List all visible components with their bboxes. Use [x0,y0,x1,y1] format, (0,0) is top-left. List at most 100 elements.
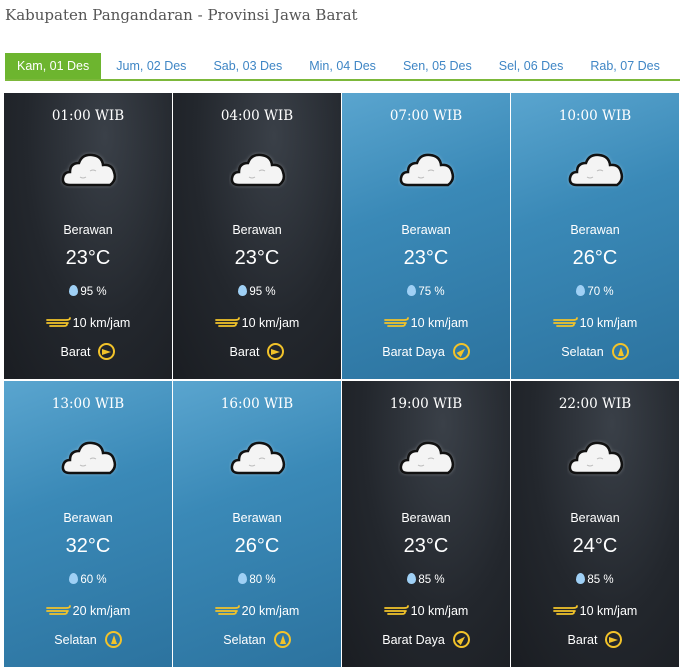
humidity-drop-icon [69,285,79,296]
wind-speed: 10 km/jam [342,604,510,618]
weather-condition: Berawan [570,511,620,525]
wind-icon [552,316,579,327]
humidity: 85 % [342,573,510,586]
wind-speed: 10 km/jam [342,316,510,330]
wind-speed-value: 10 km/jam [410,316,469,330]
compass-arrow-icon [267,343,285,360]
humidity: 75 % [342,285,510,298]
weather-condition: Berawan [570,223,620,237]
day-tabs: Kam, 01 Des Jum, 02 Des Sab, 03 Des Min, 04… [5,53,680,81]
compass-arrow-icon [611,343,629,360]
wind-speed: 10 km/jam [173,316,341,330]
tab-day-3[interactable]: Sab, 03 Des [213,59,283,73]
wind-direction-label: Barat Daya [382,345,445,359]
wind-speed-value: 20 km/jam [241,604,300,618]
wind-speed-value: 10 km/jam [410,604,469,618]
cloud-icon [567,439,625,479]
wind-speed: 10 km/jam [511,604,679,618]
forecast-time: 16:00 WIB [220,396,294,412]
wind-direction: Barat [4,343,172,360]
humidity-value: 60 % [80,574,107,586]
humidity-drop-icon [238,573,248,584]
wind-icon [214,316,241,327]
wind-direction-label: Barat [567,633,598,647]
tab-day-7[interactable]: Rab, 07 Des [590,59,660,73]
tab-day-4[interactable]: Min, 04 Des [309,59,376,73]
wind-direction: Selatan [173,631,341,648]
humidity-value: 75 % [418,286,445,298]
forecast-card: 01:00 WIB Berawan 23°C 95 % 10 km/jam Ba… [4,93,172,379]
wind-speed: 20 km/jam [173,604,341,618]
compass-arrow-icon [605,631,623,648]
wind-speed-value: 10 km/jam [241,316,300,330]
wind-direction: Barat [173,343,341,360]
forecast-time: 13:00 WIB [51,396,125,412]
humidity: 95 % [4,285,172,298]
wind-speed: 10 km/jam [4,316,172,330]
humidity-drop-icon [69,573,79,584]
wind-speed-value: 10 km/jam [72,316,131,330]
wind-speed-value: 10 km/jam [579,604,638,618]
forecast-card: 16:00 WIB Berawan 26°C 80 % 20 km/jam Se… [173,381,341,667]
wind-icon [383,316,410,327]
wind-direction: Barat Daya [342,627,510,652]
tab-day-2[interactable]: Jum, 02 Des [116,59,187,73]
humidity: 80 % [173,573,341,586]
weather-condition: Berawan [63,223,113,237]
forecast-grid: 01:00 WIB Berawan 23°C 95 % 10 km/jam Ba… [4,93,679,667]
cloud-icon [398,439,456,479]
humidity: 85 % [511,573,679,586]
temperature: 24°C [572,535,618,557]
temperature: 32°C [65,535,111,557]
humidity-drop-icon [407,285,417,296]
forecast-time: 01:00 WIB [51,108,125,124]
wind-icon [214,604,241,615]
forecast-card: 07:00 WIB Berawan 23°C 75 % 10 km/jam Ba… [342,93,510,379]
forecast-card: 13:00 WIB Berawan 32°C 60 % 20 km/jam Se… [4,381,172,667]
wind-direction-label: Selatan [54,633,97,647]
temperature: 23°C [403,247,449,269]
forecast-time: 10:00 WIB [558,108,632,124]
compass-arrow-icon [449,339,474,364]
weather-condition: Berawan [401,223,451,237]
humidity-value: 95 % [249,286,276,298]
temperature: 23°C [234,247,280,269]
forecast-card: 22:00 WIB Berawan 24°C 85 % 10 km/jam Ba… [511,381,679,667]
compass-arrow-icon [449,627,474,652]
compass-arrow-icon [98,343,116,360]
forecast-time: 07:00 WIB [389,108,463,124]
forecast-card: 04:00 WIB Berawan 23°C 95 % 10 km/jam Ba… [173,93,341,379]
humidity-value: 80 % [249,574,276,586]
temperature: 23°C [403,535,449,557]
wind-direction: Selatan [511,343,679,360]
humidity: 70 % [511,285,679,298]
humidity-drop-icon [576,573,586,584]
wind-direction-label: Selatan [223,633,266,647]
cloud-icon [567,151,625,191]
cloud-icon [60,151,118,191]
humidity-drop-icon [576,285,586,296]
wind-direction-label: Barat Daya [382,633,445,647]
page-title: Kabupaten Pangandaran - Provinsi Jawa Ba… [5,6,358,24]
cloud-icon [60,439,118,479]
tab-day-1[interactable]: Kam, 01 Des [5,53,102,79]
tab-day-6[interactable]: Sel, 06 Des [498,59,564,73]
cloud-icon [229,439,287,479]
temperature: 26°C [572,247,618,269]
weather-condition: Berawan [401,511,451,525]
weather-condition: Berawan [63,511,113,525]
compass-arrow-icon [104,631,122,648]
temperature: 26°C [234,535,280,557]
humidity-value: 70 % [587,286,614,298]
tab-day-5[interactable]: Sen, 05 Des [402,59,472,73]
wind-direction: Selatan [4,631,172,648]
wind-icon [383,604,410,615]
wind-icon [45,316,72,327]
cloud-icon [398,151,456,191]
forecast-card: 19:00 WIB Berawan 23°C 85 % 10 km/jam Ba… [342,381,510,667]
wind-direction: Barat Daya [342,339,510,364]
wind-speed: 20 km/jam [4,604,172,618]
forecast-card: 10:00 WIB Berawan 26°C 70 % 10 km/jam Se… [511,93,679,379]
weather-condition: Berawan [232,223,282,237]
humidity: 60 % [4,573,172,586]
